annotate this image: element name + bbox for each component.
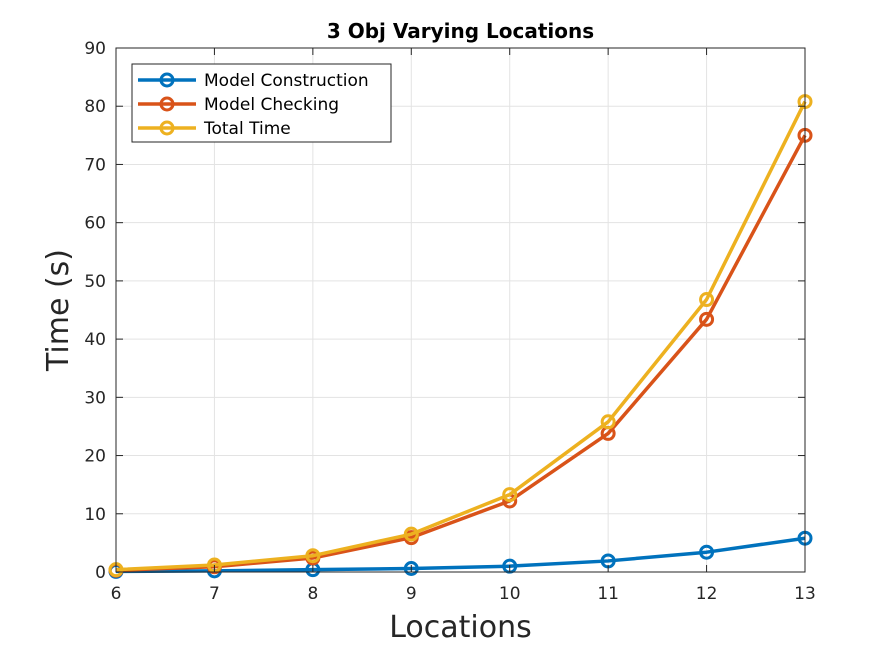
x-tick-label: 11 (597, 584, 619, 604)
x-tick-label: 7 (209, 584, 220, 604)
y-axis-label: Time (s) (41, 249, 76, 372)
y-tick-label: 50 (84, 272, 106, 292)
y-tick-label: 40 (84, 330, 106, 350)
axis-ticks: 6 7 8 9 10 11 12 13 0 10 20 30 40 50 60 70 80 90 (84, 39, 815, 604)
legend-label: Model Checking (204, 95, 339, 115)
series-layer (108, 94, 813, 579)
legend-label: Model Construction (204, 71, 369, 91)
series-line-model-checking (115, 134, 807, 573)
series-line-total-time (115, 100, 807, 572)
data-point-model-construction (403, 561, 419, 577)
x-tick-label: 13 (794, 584, 816, 604)
data-point-total-time (403, 526, 419, 542)
legend-item: Total Time (138, 119, 291, 139)
data-point-total-time (699, 292, 715, 308)
series-total-time (108, 94, 813, 578)
legend-item: Model Checking (138, 95, 339, 115)
x-axis-label: Locations (389, 610, 532, 645)
y-tick-label: 80 (84, 97, 106, 117)
data-point-total-time (502, 487, 518, 503)
data-point-model-checking (699, 311, 715, 327)
x-tick-label: 12 (696, 584, 718, 604)
series-line-model-construction (115, 536, 806, 574)
data-point-total-time (600, 414, 616, 430)
legend-swatch-marker (159, 120, 175, 136)
y-tick-label: 20 (84, 447, 106, 467)
x-tick-label: 6 (111, 584, 122, 604)
legend: Model Construction Model Checking Total Ti… (131, 63, 392, 143)
data-point-model-construction (699, 544, 715, 560)
y-tick-label: 60 (84, 214, 106, 234)
x-tick-label: 9 (406, 584, 417, 604)
legend-item: Model Construction (138, 71, 369, 91)
y-tick-label: 70 (84, 155, 106, 175)
y-tick-label: 30 (84, 388, 106, 408)
legend-label: Total Time (203, 119, 291, 139)
axes-frame (115, 47, 806, 573)
data-point-total-time (305, 548, 321, 564)
y-tick-label: 90 (84, 39, 106, 59)
x-tick-label: 8 (307, 584, 318, 604)
x-tick-label: 10 (499, 584, 521, 604)
legend-swatch-marker (159, 72, 175, 88)
chart-title: 3 Obj Varying Locations (327, 19, 594, 43)
y-tick-label: 10 (84, 505, 106, 525)
legend-swatch-marker (159, 96, 175, 112)
y-tick-label: 0 (95, 563, 106, 583)
